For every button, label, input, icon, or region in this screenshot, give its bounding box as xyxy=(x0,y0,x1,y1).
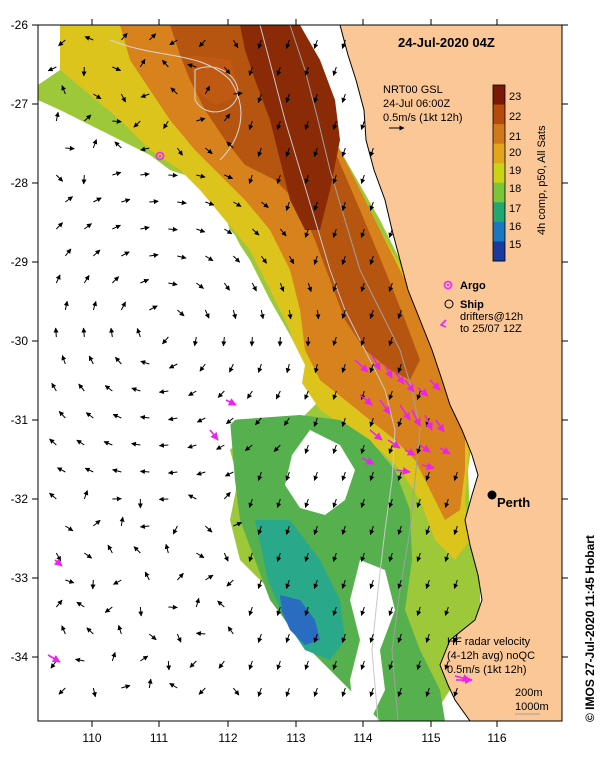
colorbar-tick: 19 xyxy=(509,165,521,177)
place-perth: Perth xyxy=(497,495,530,510)
lat-label: -30 xyxy=(11,334,29,348)
axis-ticks xyxy=(32,19,568,727)
hf-radar-legend: HF radar velocity (4-12h avg) noQC 0.5m/… xyxy=(447,636,535,684)
colorbar-tick: 17 xyxy=(509,203,521,215)
colorbar-segment xyxy=(493,221,505,242)
lat-label: -34 xyxy=(11,650,29,664)
argo-float xyxy=(155,151,165,161)
observation-legend: Argo Ship drifters@12h to 25/07 12Z xyxy=(439,280,523,335)
ship-icon xyxy=(444,299,454,309)
sst-green-south xyxy=(230,415,445,721)
sst-blue-cool xyxy=(280,595,320,645)
depth-200m: 200m xyxy=(515,687,543,699)
colorbar-tick: 20 xyxy=(509,147,521,159)
drifter-icon xyxy=(439,319,447,328)
sst-colorbar: 23 22 21 20 19 18 17 16 15 4h comp, p50,… xyxy=(492,84,548,262)
legend-drifters-2: to 25/07 12Z xyxy=(460,323,522,335)
credit-text: © IMOS 27-Jul-2020 11:45 Hobart xyxy=(583,535,597,722)
isobath-200m xyxy=(289,25,421,721)
hf-line3: 0.5m/s (1kt 12h) xyxy=(447,664,526,676)
lon-label: 112 xyxy=(218,731,237,745)
colorbar-segment xyxy=(493,104,505,125)
lon-label: 114 xyxy=(353,731,372,745)
colorbar-segment xyxy=(493,85,505,106)
colorbar-segment xyxy=(493,241,505,262)
sst-brown-warm xyxy=(170,25,420,380)
argo-icon xyxy=(443,280,453,290)
depth-1000m: 1000m xyxy=(515,701,549,713)
lat-label: -29 xyxy=(11,255,29,269)
lon-label: 113 xyxy=(286,731,305,745)
lon-label: 115 xyxy=(421,731,440,745)
lat-label: -31 xyxy=(11,413,29,427)
colorbar-segment xyxy=(493,163,505,184)
overlay-line3: 0.5m/s (1kt 12h) xyxy=(383,112,462,124)
colorbar-tick: 15 xyxy=(509,239,521,251)
colorbar-tick: 16 xyxy=(509,221,521,233)
latitude-labels: -26 -27 -28 -29 -30 -31 -32 -33 -34 xyxy=(11,18,29,664)
overlay-line1: NRT00 GSL xyxy=(383,84,443,96)
lat-label: -27 xyxy=(11,97,29,111)
colorbar-segment xyxy=(493,182,505,203)
altimetry-legend: NRT00 GSL 24-Jul 06:00Z 0.5m/s (1kt 12h) xyxy=(383,84,462,131)
colorbar-frame xyxy=(492,84,506,262)
cloud-west xyxy=(38,180,305,721)
sst-yellow-band xyxy=(60,25,470,560)
depth-legend: 200m 1000m xyxy=(515,687,549,715)
colorbar-segment xyxy=(493,143,505,164)
legend-argo: Argo xyxy=(460,280,486,292)
isobath-1000m xyxy=(259,25,396,721)
lon-label: 110 xyxy=(82,731,101,745)
longitude-labels: 110 111 112 113 114 115 116 xyxy=(82,731,506,745)
colorbar-tick: 22 xyxy=(509,111,521,123)
legend-ship: Ship xyxy=(460,299,484,311)
drifter-tracks xyxy=(47,354,471,683)
hf-line2: (4-12h avg) noQC xyxy=(447,650,535,662)
colorbar-tick: 23 xyxy=(509,91,521,103)
sst-teal xyxy=(255,520,345,660)
lon-label: 116 xyxy=(487,731,506,745)
cloud-north xyxy=(38,25,60,85)
map-border xyxy=(37,24,563,722)
lat-label: -28 xyxy=(11,176,29,190)
map-title: 24-Jul-2020 04Z xyxy=(398,35,495,50)
land-australia xyxy=(340,25,562,721)
current-vectors xyxy=(47,32,459,698)
perth-marker-icon xyxy=(487,490,497,500)
lat-label: -33 xyxy=(11,571,29,585)
colorbar-tick: 18 xyxy=(509,183,521,195)
hf-line1: HF radar velocity xyxy=(447,636,531,648)
cloud-inner xyxy=(285,430,355,515)
colorbar-label: 4h comp, p50, All Sats xyxy=(536,125,548,235)
lat-label: -26 xyxy=(11,18,29,32)
legend-drifters: drifters@12h xyxy=(460,311,523,323)
overlay-line2: 24-Jul 06:00Z xyxy=(383,98,451,110)
colorbar-segment xyxy=(493,202,505,223)
lat-label: -32 xyxy=(11,492,29,506)
colorbar-tick: 21 xyxy=(509,131,521,143)
lon-label: 111 xyxy=(150,731,169,745)
colorbar-segment xyxy=(493,124,505,145)
sst-deep-red xyxy=(240,25,340,230)
